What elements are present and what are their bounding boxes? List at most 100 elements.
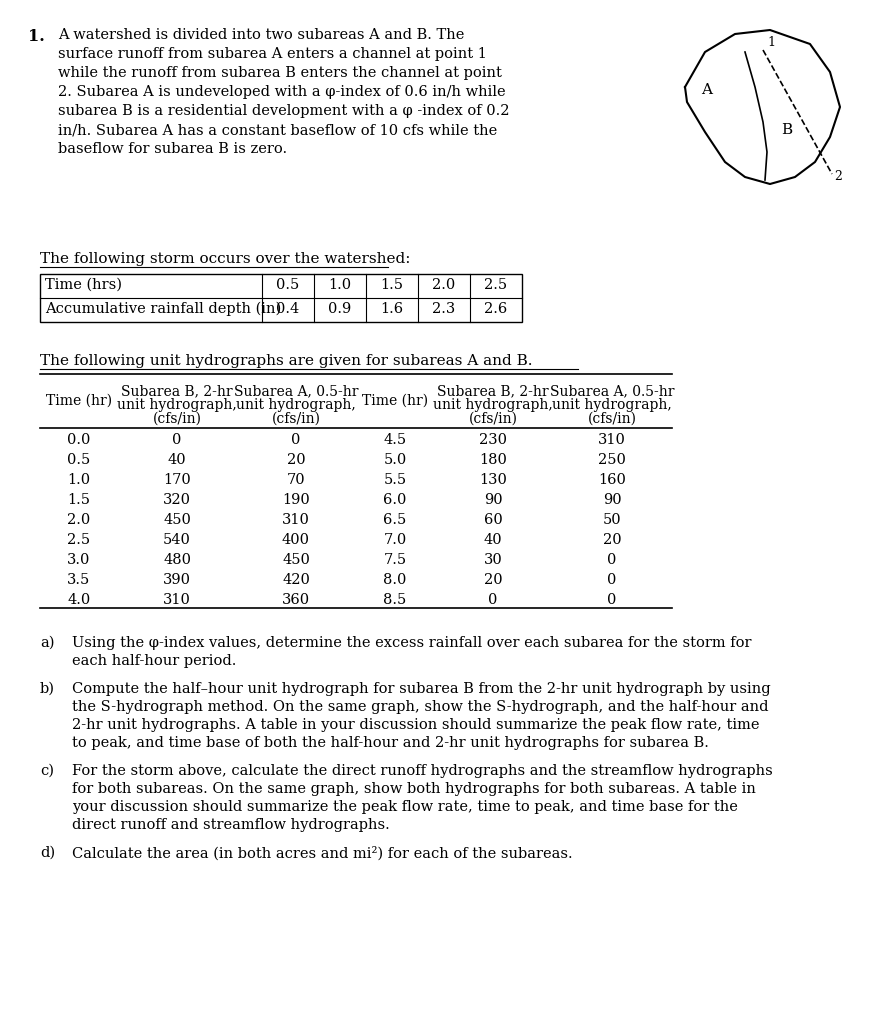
Text: 6.0: 6.0: [383, 493, 407, 507]
Text: 3.5: 3.5: [67, 573, 90, 587]
Text: Time (hrs): Time (hrs): [45, 278, 122, 292]
Text: 20: 20: [287, 453, 306, 467]
Text: d): d): [40, 846, 56, 860]
Text: 0.5: 0.5: [67, 453, 90, 467]
Text: unit hydrograph,: unit hydrograph,: [117, 398, 237, 412]
Text: 480: 480: [163, 553, 191, 567]
Text: 450: 450: [163, 513, 191, 527]
Text: 0: 0: [291, 433, 301, 447]
Text: Calculate the area (in both acres and mi²) for each of the subareas.: Calculate the area (in both acres and mi…: [72, 846, 573, 860]
Text: 20: 20: [484, 573, 503, 587]
Text: c): c): [40, 764, 54, 778]
Text: 1.5: 1.5: [381, 278, 403, 292]
Bar: [40, 274, 522, 322]
Text: 0: 0: [607, 593, 616, 607]
Text: 2.5: 2.5: [485, 278, 507, 292]
Text: 2: 2: [834, 171, 842, 183]
Text: 390: 390: [163, 573, 191, 587]
Text: each half-hour period.: each half-hour period.: [72, 654, 237, 668]
Text: 0.9: 0.9: [328, 302, 351, 316]
Text: your discussion should summarize the peak flow rate, time to peak, and time base: your discussion should summarize the pea…: [72, 800, 738, 814]
Text: 2.3: 2.3: [433, 302, 456, 316]
Text: 40: 40: [168, 453, 186, 467]
Text: 3.0: 3.0: [67, 553, 90, 567]
Text: 30: 30: [484, 553, 503, 567]
Text: 420: 420: [282, 573, 310, 587]
Text: Time (hr): Time (hr): [362, 394, 428, 408]
Text: (cfs/in): (cfs/in): [271, 412, 321, 426]
Text: 20: 20: [603, 534, 621, 547]
Text: surface runoff from subarea A enters a channel at point 1: surface runoff from subarea A enters a c…: [58, 47, 487, 61]
Text: 310: 310: [163, 593, 191, 607]
Text: 310: 310: [282, 513, 310, 527]
Text: subarea B is a residential development with a φ -index of 0.2: subarea B is a residential development w…: [58, 104, 510, 118]
Text: while the runoff from subarea B enters the channel at point: while the runoff from subarea B enters t…: [58, 66, 502, 80]
Text: 180: 180: [479, 453, 507, 467]
Text: 0.4: 0.4: [276, 302, 299, 316]
Text: Subarea B, 2-hr: Subarea B, 2-hr: [437, 384, 549, 398]
Text: 8.0: 8.0: [383, 573, 407, 587]
Text: B: B: [781, 123, 793, 137]
Text: Subarea A, 0.5-hr: Subarea A, 0.5-hr: [234, 384, 358, 398]
Text: (cfs/in): (cfs/in): [469, 412, 518, 426]
Text: 8.5: 8.5: [383, 593, 407, 607]
Text: 60: 60: [484, 513, 503, 527]
Text: 6.5: 6.5: [383, 513, 407, 527]
Text: 7.0: 7.0: [383, 534, 407, 547]
Text: A: A: [702, 83, 712, 97]
Text: 450: 450: [282, 553, 310, 567]
Text: 540: 540: [163, 534, 191, 547]
Text: unit hydrograph,: unit hydrograph,: [237, 398, 356, 412]
Text: Using the φ-index values, determine the excess rainfall over each subarea for th: Using the φ-index values, determine the …: [72, 636, 752, 650]
Text: Accumulative rainfall depth (in): Accumulative rainfall depth (in): [45, 302, 281, 316]
Text: 1.6: 1.6: [381, 302, 403, 316]
Text: 400: 400: [282, 534, 310, 547]
Text: 2.6: 2.6: [485, 302, 508, 316]
Text: Subarea B, 2-hr: Subarea B, 2-hr: [121, 384, 233, 398]
Text: 5.5: 5.5: [383, 473, 407, 487]
Text: 1.0: 1.0: [67, 473, 90, 487]
Text: 250: 250: [598, 453, 626, 467]
Text: 230: 230: [479, 433, 507, 447]
Text: 320: 320: [163, 493, 191, 507]
Text: 2.0: 2.0: [433, 278, 456, 292]
Text: 360: 360: [282, 593, 310, 607]
Text: 0: 0: [607, 573, 616, 587]
Text: (cfs/in): (cfs/in): [588, 412, 636, 426]
Text: 1.: 1.: [28, 28, 45, 45]
Text: unit hydrograph,: unit hydrograph,: [433, 398, 553, 412]
Text: 2.5: 2.5: [67, 534, 90, 547]
Text: Compute the half–hour unit hydrograph for subarea B from the 2-hr unit hydrograp: Compute the half–hour unit hydrograph fo…: [72, 682, 771, 696]
Text: 0: 0: [607, 553, 616, 567]
Text: 2.0: 2.0: [67, 513, 90, 527]
Text: The following storm occurs over the watershed:: The following storm occurs over the wate…: [40, 252, 410, 266]
Text: Subarea A, 0.5-hr: Subarea A, 0.5-hr: [550, 384, 675, 398]
Text: 160: 160: [598, 473, 626, 487]
Text: 0.5: 0.5: [276, 278, 299, 292]
Text: 4.5: 4.5: [383, 433, 407, 447]
Text: unit hydrograph,: unit hydrograph,: [552, 398, 672, 412]
Text: For the storm above, calculate the direct runoff hydrographs and the streamflow : For the storm above, calculate the direc…: [72, 764, 772, 778]
Text: a): a): [40, 636, 55, 650]
Text: 2. Subarea A is undeveloped with a φ-index of 0.6 in/h while: 2. Subarea A is undeveloped with a φ-ind…: [58, 85, 505, 99]
Text: direct runoff and streamflow hydrographs.: direct runoff and streamflow hydrographs…: [72, 818, 390, 831]
Text: 2-hr unit hydrographs. A table in your discussion should summarize the peak flow: 2-hr unit hydrographs. A table in your d…: [72, 718, 760, 732]
Text: A watershed is divided into two subareas A and B. The: A watershed is divided into two subareas…: [58, 28, 464, 42]
Text: 1.5: 1.5: [67, 493, 90, 507]
Text: in/h. Subarea A has a constant baseflow of 10 cfs while the: in/h. Subarea A has a constant baseflow …: [58, 123, 497, 137]
Text: 1: 1: [767, 36, 775, 48]
Text: 1.0: 1.0: [329, 278, 351, 292]
Text: 0: 0: [172, 433, 182, 447]
Text: 310: 310: [598, 433, 626, 447]
Text: 90: 90: [603, 493, 621, 507]
Text: 40: 40: [484, 534, 503, 547]
Text: b): b): [40, 682, 55, 696]
Text: The following unit hydrographs are given for subareas A and B.: The following unit hydrographs are given…: [40, 354, 532, 368]
Text: for both subareas. On the same graph, show both hydrographs for both subareas. A: for both subareas. On the same graph, sh…: [72, 782, 756, 796]
Text: to peak, and time base of both the half-hour and 2-hr unit hydrographs for subar: to peak, and time base of both the half-…: [72, 736, 709, 750]
Text: 130: 130: [479, 473, 507, 487]
Text: 50: 50: [603, 513, 621, 527]
Text: 170: 170: [163, 473, 191, 487]
Text: (cfs/in): (cfs/in): [152, 412, 202, 426]
Text: 4.0: 4.0: [67, 593, 90, 607]
